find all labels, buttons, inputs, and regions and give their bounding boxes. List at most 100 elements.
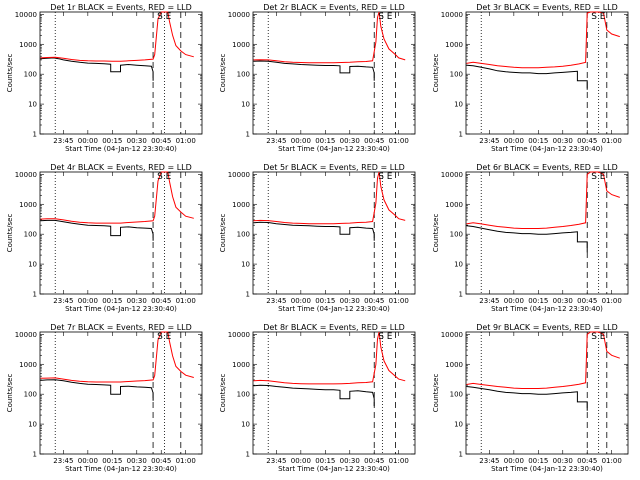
x-axis: 23:45 00:00 00:15 00:30 00:45 01:00 bbox=[53, 12, 196, 145]
plot-frame bbox=[252, 331, 416, 455]
x-tick-label: 00:30 bbox=[127, 297, 147, 305]
chart-panel-7: Det 7r BLACK = Events, RED = LLD 1 10 100 10… bbox=[6, 323, 203, 473]
plot-frame bbox=[39, 11, 203, 135]
x-tick-label: 00:00 bbox=[291, 297, 311, 305]
x-tick-label: 00:00 bbox=[504, 137, 524, 145]
y-tick-label: 1 bbox=[459, 451, 463, 459]
y-tick-label: 1000 bbox=[19, 201, 37, 209]
y-axis-label: Counts/sec bbox=[219, 214, 227, 253]
y-axis-label: Counts/sec bbox=[219, 374, 227, 413]
x-tick-label: 23:45 bbox=[479, 297, 499, 305]
y-tick-label: 1 bbox=[459, 291, 463, 299]
y-tick-label: 10 bbox=[241, 101, 250, 109]
x-axis: 23:45 00:00 00:15 00:30 00:45 01:00 bbox=[266, 332, 409, 465]
y-tick-label: 1 bbox=[33, 131, 37, 139]
x-axis-label: Start Time (04-Jan-12 23:30:40) bbox=[65, 305, 177, 313]
y-axis-label: Counts/sec bbox=[219, 54, 227, 93]
y-tick-label: 1000 bbox=[232, 361, 250, 369]
chart-title: Det 9r BLACK = Events, RED = LLD bbox=[476, 323, 618, 332]
y-tick-label: 10 bbox=[454, 101, 463, 109]
x-tick-label: 00:30 bbox=[127, 137, 147, 145]
x-tick-label: 00:15 bbox=[315, 297, 335, 305]
x-tick-label: 01:00 bbox=[389, 297, 409, 305]
x-tick-label: 01:00 bbox=[602, 297, 622, 305]
y-axis-label: Counts/sec bbox=[6, 374, 14, 413]
x-tick-label: 00:45 bbox=[151, 297, 171, 305]
x-tick-label: 00:00 bbox=[78, 457, 98, 465]
x-axis-label: Start Time (04-Jan-12 23:30:40) bbox=[491, 145, 603, 153]
events-series-line bbox=[253, 60, 375, 81]
flare-annotation: S E bbox=[591, 332, 606, 342]
plot-frame bbox=[39, 171, 203, 295]
y-tick-label: 100 bbox=[450, 231, 463, 239]
lld-series-line bbox=[40, 331, 194, 383]
y-tick-label: 10000 bbox=[441, 171, 463, 179]
flare-annotation: S E bbox=[591, 172, 606, 182]
y-tick-label: 10 bbox=[241, 261, 250, 269]
flare-annotation: S E bbox=[591, 12, 606, 22]
y-tick-label: 10 bbox=[454, 261, 463, 269]
y-tick-label: 10000 bbox=[441, 331, 463, 339]
x-axis: 23:45 00:00 00:15 00:30 00:45 01:00 bbox=[479, 332, 622, 465]
y-axis: 1 10 100 1000 10000 bbox=[441, 331, 628, 459]
y-tick-label: 10 bbox=[28, 101, 37, 109]
y-axis-label: Counts/sec bbox=[432, 214, 440, 253]
plot-frame bbox=[465, 11, 629, 135]
x-tick-label: 00:30 bbox=[340, 137, 360, 145]
lld-series-line bbox=[466, 171, 620, 229]
y-tick-label: 1000 bbox=[232, 201, 250, 209]
x-tick-label: 00:45 bbox=[577, 137, 597, 145]
lld-series-line bbox=[466, 331, 620, 389]
events-series-line bbox=[253, 221, 375, 241]
events-series-line bbox=[40, 219, 154, 241]
y-tick-label: 10000 bbox=[228, 171, 250, 179]
x-axis-label: Start Time (04-Jan-12 23:30:40) bbox=[65, 145, 177, 153]
y-axis: 1 10 100 1000 10000 bbox=[441, 171, 628, 299]
x-tick-label: 01:00 bbox=[602, 137, 622, 145]
x-tick-label: 00:30 bbox=[553, 297, 573, 305]
lld-series-line bbox=[40, 11, 194, 62]
x-axis-label: Start Time (04-Jan-12 23:30:40) bbox=[65, 465, 177, 473]
y-tick-label: 10 bbox=[241, 421, 250, 429]
y-tick-label: 1 bbox=[246, 451, 250, 459]
x-tick-label: 01:00 bbox=[176, 457, 196, 465]
y-tick-label: 1000 bbox=[19, 41, 37, 49]
y-axis: 1 10 100 1000 10000 bbox=[15, 11, 202, 139]
x-tick-label: 00:15 bbox=[315, 137, 335, 145]
x-tick-label: 00:15 bbox=[315, 457, 335, 465]
chart-panel-2: Det 2r BLACK = Events, RED = LLD 1 10 100 10… bbox=[219, 3, 416, 153]
x-tick-label: 00:30 bbox=[127, 457, 147, 465]
chart-title: Det 6r BLACK = Events, RED = LLD bbox=[476, 163, 618, 172]
y-axis-label: Counts/sec bbox=[432, 54, 440, 93]
flare-annotation: S E bbox=[378, 12, 393, 22]
x-tick-label: 00:45 bbox=[577, 457, 597, 465]
plot-frame bbox=[465, 171, 629, 295]
x-axis-label: Start Time (04-Jan-12 23:30:40) bbox=[278, 305, 390, 313]
x-tick-label: 00:45 bbox=[151, 457, 171, 465]
lld-series-line bbox=[466, 11, 620, 69]
y-axis-label: Counts/sec bbox=[432, 374, 440, 413]
x-tick-label: 23:45 bbox=[266, 137, 286, 145]
y-tick-label: 100 bbox=[450, 71, 463, 79]
events-series-line bbox=[40, 379, 154, 401]
y-axis: 1 10 100 1000 10000 bbox=[228, 331, 415, 459]
x-tick-label: 00:15 bbox=[102, 137, 122, 145]
y-tick-label: 1000 bbox=[445, 41, 463, 49]
x-tick-label: 00:30 bbox=[340, 297, 360, 305]
y-tick-label: 10000 bbox=[15, 331, 37, 339]
y-tick-label: 1000 bbox=[232, 41, 250, 49]
y-axis: 1 10 100 1000 10000 bbox=[228, 171, 415, 299]
chart-panel-3: Det 3r BLACK = Events, RED = LLD 1 10 100 10… bbox=[432, 3, 629, 153]
y-tick-label: 1 bbox=[246, 131, 250, 139]
y-tick-label: 1 bbox=[246, 291, 250, 299]
chart-title: Det 2r BLACK = Events, RED = LLD bbox=[263, 3, 405, 12]
x-tick-label: 00:45 bbox=[364, 457, 384, 465]
x-tick-label: 00:15 bbox=[528, 457, 548, 465]
chart-title: Det 4r BLACK = Events, RED = LLD bbox=[50, 163, 192, 172]
x-tick-label: 23:45 bbox=[266, 457, 286, 465]
y-tick-label: 100 bbox=[24, 231, 37, 239]
y-tick-label: 10000 bbox=[228, 331, 250, 339]
y-tick-label: 10 bbox=[28, 421, 37, 429]
x-tick-label: 23:45 bbox=[266, 297, 286, 305]
plot-frame bbox=[252, 171, 416, 295]
